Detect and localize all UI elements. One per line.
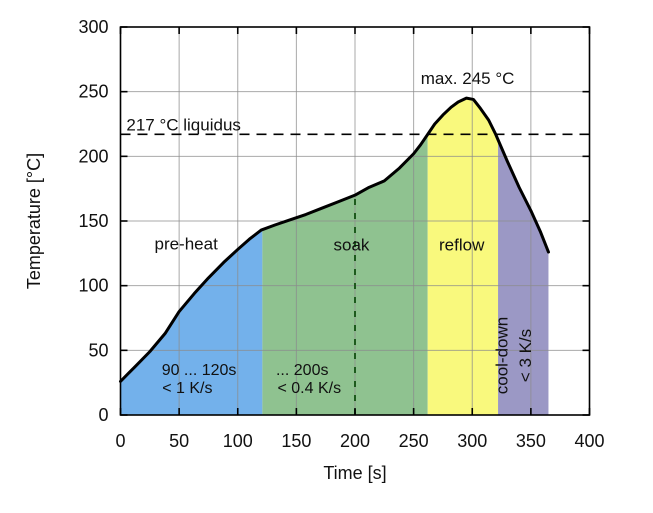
y-tick-label: 100	[78, 276, 108, 296]
preheat-rate: < 1 K/s	[162, 380, 212, 397]
soak-duration: ... 200s	[276, 362, 328, 379]
preheat-duration: 90 ... 120s	[162, 362, 237, 379]
zone-reflow	[427, 98, 499, 415]
x-tick-label: 150	[281, 431, 311, 451]
x-tick-label: 50	[169, 431, 189, 451]
y-tick-label: 300	[78, 17, 108, 37]
y-tick-label: 150	[78, 211, 108, 231]
zone-soak	[262, 134, 428, 415]
y-tick-label: 50	[88, 340, 108, 360]
x-tick-label: 250	[399, 431, 429, 451]
y-tick-label: 250	[78, 82, 108, 102]
x-tick-label: 400	[574, 431, 604, 451]
y-tick-label: 0	[98, 405, 108, 425]
x-tick-label: 300	[457, 431, 487, 451]
x-tick-label: 350	[516, 431, 546, 451]
zone-pre-heat	[120, 229, 263, 415]
y-tick-label: 200	[78, 146, 108, 166]
liquidus-label: 217 °C liquidus	[126, 115, 241, 134]
cool-down-rate: < 3 K/s	[516, 329, 535, 382]
zone-label-cool-down: cool-down	[492, 317, 511, 395]
x-tick-label: 100	[223, 431, 253, 451]
zone-label-reflow: reflow	[439, 236, 485, 255]
x-tick-label: 0	[115, 431, 125, 451]
zone-label-pre-heat: pre-heat	[154, 234, 218, 253]
zone-label-soak: soak	[334, 236, 370, 255]
x-tick-label: 200	[340, 431, 370, 451]
x-axis-title: Time [s]	[323, 463, 386, 483]
y-axis-title: Temperature [°C]	[24, 153, 44, 289]
temperature-profile	[119, 96, 550, 383]
soak-rate: < 0.4 K/s	[277, 380, 341, 397]
zone-cool-down	[498, 139, 549, 415]
max-temp-label: max. 245 °C	[421, 69, 515, 88]
